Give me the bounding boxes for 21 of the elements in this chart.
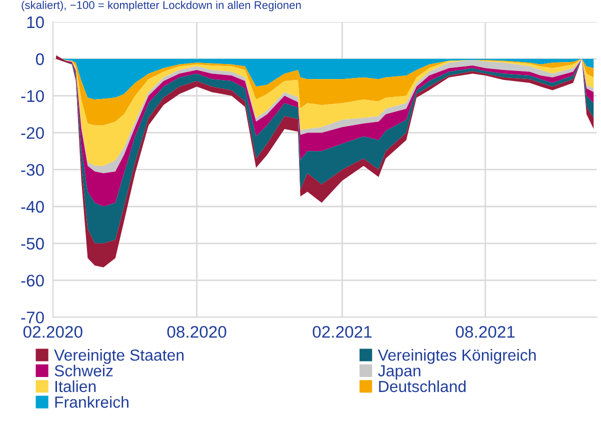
x-tick-label: 02.2020 [23, 326, 82, 338]
y-tick-label: 10 [27, 16, 44, 28]
y-tick-label: -60 [21, 274, 44, 287]
x-tick-label: 08.2020 [167, 326, 226, 338]
legend-label: Vereinigte Staaten [54, 349, 184, 364]
legend-label: Japan [378, 365, 420, 380]
legend-label: Frankreich [55, 396, 128, 408]
y-tick-label: -30 [21, 164, 44, 176]
chart-subtitle: (skaliert), −100 = kompletter Lockdown in allen Regionen [22, 0, 301, 12]
y-tick-label: -70 [21, 312, 44, 324]
x-tick-label: 08.2021 [456, 326, 515, 338]
y-tick-label: -10 [21, 90, 44, 102]
y-tick-label: -50 [21, 238, 44, 250]
y-tick-label: -20 [21, 127, 44, 139]
legend-label: Deutschland [379, 380, 466, 392]
y-tick-label: -40 [21, 200, 44, 213]
legend-label: Italien [55, 380, 96, 392]
y-tick-label: 0 [36, 53, 44, 66]
x-tick-label: 02.2021 [312, 326, 372, 338]
legend-label: Vereinigtes Königreich [378, 349, 536, 364]
legend-label: Schweiz [54, 364, 113, 376]
